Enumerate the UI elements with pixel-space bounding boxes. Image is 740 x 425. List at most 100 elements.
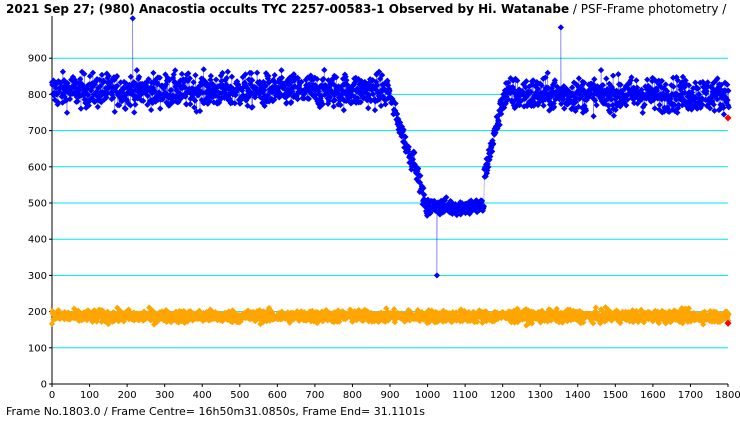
- series-0-point-437: [212, 76, 220, 83]
- series-0-point-723: [320, 75, 327, 83]
- series-0-point-133: [98, 71, 106, 79]
- series-0-point-317: [167, 86, 175, 94]
- series-0-point-1665: [674, 109, 681, 116]
- series-0-point-1462: [597, 66, 605, 74]
- series-0-point-1573: [639, 109, 646, 116]
- series-0-point-465: [223, 75, 230, 82]
- series-0-point-593: [271, 72, 278, 79]
- series-0-point-625: [283, 99, 290, 106]
- series-0-point-702: [312, 91, 319, 99]
- x-tick-label-1400: 1400: [565, 390, 590, 401]
- series-0-point-454: [219, 69, 226, 77]
- series-0-line: [51, 18, 730, 276]
- x-tick-label-1300: 1300: [527, 390, 552, 401]
- y-tick-label-100: 100: [28, 343, 47, 354]
- series-0-point-487: [231, 100, 238, 107]
- y-tick-label-700: 700: [28, 126, 47, 137]
- series-0-point-534: [249, 103, 256, 111]
- series-0-point-1444: [591, 76, 598, 83]
- series-0-point-546: [253, 69, 261, 76]
- y-tick-label-800: 800: [28, 90, 47, 101]
- y-tick-label-0: 0: [41, 380, 47, 391]
- y-tick-label-200: 200: [28, 307, 47, 318]
- series-0-point-1275: [527, 88, 534, 95]
- series-0-point-1618: [656, 101, 663, 109]
- x-tick-label-1100: 1100: [452, 390, 477, 401]
- series-0-point-1662: [673, 96, 680, 103]
- series-0-point-1422: [582, 107, 590, 114]
- series-0-point-288: [157, 105, 164, 112]
- series-0-point-777: [340, 106, 347, 114]
- x-tick-label-900: 900: [380, 390, 399, 401]
- series-0-point-219: [131, 109, 138, 116]
- series-0-point-991: [421, 191, 428, 198]
- series-0-point-855: [369, 91, 377, 98]
- series-0-point-1556: [633, 77, 640, 84]
- series-0-point-381: [191, 97, 199, 104]
- x-tick-label-500: 500: [230, 390, 249, 401]
- series-1-point-17: [55, 307, 62, 314]
- series-0-point-1494: [609, 72, 617, 79]
- y-tick-label-400: 400: [28, 235, 47, 246]
- series-0-point-533: [249, 77, 256, 84]
- series-0-point-40: [63, 109, 71, 116]
- series-0-point-893: [384, 77, 391, 84]
- series-0-point-1309: [540, 102, 547, 109]
- series-0-point-328: [172, 67, 179, 74]
- series-0-point-68: [74, 98, 81, 105]
- series-0-point-740: [326, 94, 333, 101]
- series-0-point-479: [228, 73, 236, 80]
- series-0-point-423: [207, 72, 215, 80]
- series-0-point-394: [196, 107, 204, 115]
- series-0-point-264: [148, 106, 155, 114]
- x-tick-label-400: 400: [193, 390, 212, 401]
- series-0-point-468: [224, 68, 231, 75]
- chart-title: 2021 Sep 27; (980) Anacostia occults TYC…: [6, 2, 726, 16]
- series-0-point-1364: [561, 105, 568, 112]
- series-0-point-574: [264, 92, 271, 99]
- x-tick-label-800: 800: [343, 390, 362, 401]
- series-0-point-1489: [608, 96, 615, 103]
- series-0-point-915: [392, 100, 399, 107]
- frame-info-footer: Frame No.1803.0 / Frame Centre= 16h50m31…: [6, 405, 425, 418]
- series-1: [48, 304, 732, 329]
- series-0-point-1696: [685, 82, 693, 89]
- x-tick-label-1600: 1600: [640, 390, 665, 401]
- series-0-point-151: [105, 72, 112, 80]
- x-tick-label-1700: 1700: [678, 390, 703, 401]
- series-0-point-109: [89, 69, 97, 76]
- series-0-point-1467: [599, 82, 607, 89]
- series-0-point-255: [144, 92, 151, 100]
- series-0-point-1558: [634, 84, 641, 91]
- series-0-point-215: [129, 15, 136, 22]
- series-0-point-96: [84, 91, 92, 99]
- series-0-point-989: [420, 184, 427, 192]
- series-0-point-163: [110, 94, 117, 101]
- series-0-point-725: [321, 66, 328, 74]
- series-0-point-1167: [487, 153, 494, 160]
- series-0-point-879: [379, 71, 386, 79]
- series-0-point-1713: [692, 79, 699, 86]
- series-0-point-1403: [575, 75, 583, 82]
- series-0-point-404: [200, 66, 207, 73]
- y-tick-label-600: 600: [28, 162, 47, 173]
- series-0-point-122: [94, 103, 101, 111]
- series-0-point-86: [81, 70, 88, 78]
- x-tick-label-700: 700: [305, 390, 324, 401]
- series-0-point-1486: [606, 109, 614, 116]
- series-0-point-1356: [558, 100, 565, 107]
- series-0-point-167: [111, 108, 118, 115]
- series-0-point-358: [183, 101, 190, 108]
- series-0-point-1442: [590, 113, 597, 120]
- series-0-point-860: [371, 107, 379, 114]
- y-tick-label-500: 500: [28, 199, 47, 210]
- series-0-point-689: [307, 72, 314, 79]
- series-0-point-950: [405, 143, 412, 151]
- series-0-point-98: [85, 102, 92, 109]
- series-0-point-179: [116, 102, 123, 109]
- series-0-point-611: [278, 67, 285, 74]
- series-0-point-899: [386, 87, 393, 95]
- chart-title-main: 2021 Sep 27; (980) Anacostia occults TYC…: [6, 2, 570, 16]
- series-0-point-101: [86, 73, 94, 80]
- series-0-point-174: [114, 82, 121, 89]
